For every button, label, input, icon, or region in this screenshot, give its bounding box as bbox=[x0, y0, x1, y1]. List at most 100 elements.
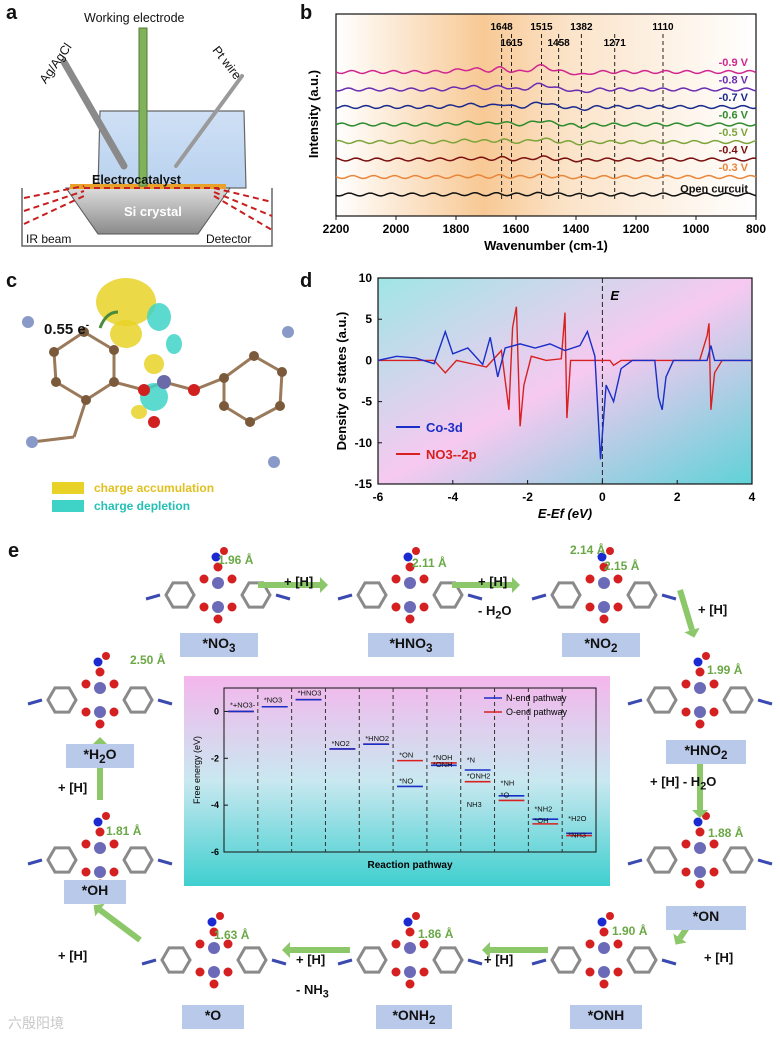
oxygen-atom bbox=[81, 707, 91, 717]
charge-transfer-value: 0.55 e bbox=[44, 321, 86, 338]
cobalt-atom bbox=[404, 966, 416, 978]
state-label: *ON bbox=[399, 751, 413, 760]
dist-no2-a: 2.14 Å bbox=[570, 543, 606, 557]
adsorbate-o bbox=[606, 912, 614, 920]
step-o-oh: + [H] bbox=[58, 948, 88, 963]
step-on-onh: + [H] bbox=[704, 950, 734, 965]
amine-bond bbox=[157, 858, 173, 866]
pathway-arrow-head bbox=[684, 627, 700, 638]
state-label: *NH2 bbox=[534, 805, 552, 814]
pathway-arrow-head bbox=[673, 933, 687, 945]
cobalt-atom bbox=[94, 682, 106, 694]
ftir-series-line bbox=[335, 82, 757, 94]
phenyl-ring bbox=[122, 686, 154, 714]
cobalt-atom bbox=[404, 601, 416, 613]
y-axis-title: Intensity (a.u.) bbox=[306, 70, 321, 158]
cobalt-atom bbox=[208, 966, 220, 978]
label-hno3: *HNO3 bbox=[368, 633, 454, 657]
phenyl-ring bbox=[550, 946, 582, 974]
y-tick-label: -5 bbox=[361, 395, 372, 409]
y-tick-label: 0 bbox=[214, 706, 219, 716]
state-label: *NH3 bbox=[568, 830, 586, 839]
oxygen-atom bbox=[613, 939, 623, 949]
phenyl-ring bbox=[626, 581, 658, 609]
phenyl-ring bbox=[236, 946, 268, 974]
amine-bond bbox=[627, 858, 643, 866]
cobalt-atom bbox=[404, 942, 416, 954]
peak-label: 1648 bbox=[490, 22, 513, 33]
ftir-series-label: -0.9 V bbox=[719, 57, 749, 69]
oxygen-atom bbox=[613, 602, 623, 612]
step-onh2-o: + [H] bbox=[296, 952, 326, 967]
pathway-arrow-head bbox=[512, 577, 520, 593]
oxygen-atom bbox=[695, 667, 705, 677]
label-ag-agcl: Ag/AgCl bbox=[37, 40, 75, 86]
cobalt-atom bbox=[404, 577, 416, 589]
x-tick-label: 1000 bbox=[683, 222, 710, 236]
panel-a-letter: a bbox=[6, 2, 18, 24]
cobalt-atom bbox=[598, 966, 610, 978]
inset-y-axis-title: Free energy (eV) bbox=[192, 736, 202, 804]
cobalt-atom bbox=[598, 942, 610, 954]
adsorbate-n bbox=[693, 817, 703, 827]
adsorbate-o bbox=[412, 912, 420, 920]
oxygen-atom bbox=[613, 967, 623, 977]
state-label: *O bbox=[501, 790, 510, 799]
x-tick-label: -4 bbox=[447, 490, 458, 504]
molecule-7 bbox=[141, 912, 287, 989]
phenyl-ring bbox=[164, 581, 196, 609]
phenyl-ring bbox=[432, 946, 464, 974]
oxygen-atom bbox=[391, 602, 401, 612]
watermark: 六殷阳境 bbox=[8, 1015, 64, 1031]
oxygen-atom bbox=[213, 614, 223, 624]
label-ir-beam: IR beam bbox=[26, 232, 71, 246]
dos-chart: -6-4-20241050-5-10-15EfCo-3dNO3--2pE-Ef … bbox=[334, 271, 756, 520]
x-tick-label: -2 bbox=[522, 490, 533, 504]
oxygen-atom bbox=[223, 967, 233, 977]
label-detector: Detector bbox=[206, 232, 251, 246]
label-o: *O bbox=[182, 1005, 244, 1029]
pathway-arrow-head bbox=[92, 737, 108, 745]
legend-o-end-label: O-end pathway bbox=[506, 707, 568, 717]
oxygen-atom bbox=[391, 574, 401, 584]
cobalt-atom bbox=[212, 577, 224, 589]
oxygen-atom bbox=[695, 879, 705, 889]
svg-text:0.55 e-: 0.55 e- bbox=[44, 320, 89, 338]
phenyl-ring bbox=[356, 581, 388, 609]
x-tick-label: 1200 bbox=[623, 222, 650, 236]
pathway-arrow-head bbox=[320, 577, 328, 593]
pathway-arrow-head bbox=[282, 942, 290, 958]
molecule-4 bbox=[627, 812, 773, 889]
molecule-9 bbox=[27, 652, 173, 729]
x-axis-title: Wavenumber (cm-1) bbox=[484, 238, 608, 253]
adsorbate-n bbox=[597, 552, 607, 562]
phenyl-ring bbox=[722, 686, 754, 714]
phenyl-ring bbox=[550, 581, 582, 609]
working-electrode-rod bbox=[138, 27, 148, 187]
x-tick-label: 2200 bbox=[323, 222, 350, 236]
oxygen-atom bbox=[405, 614, 415, 624]
amine-bond bbox=[275, 593, 291, 601]
oxygen-atom bbox=[81, 679, 91, 689]
adsorbate-n bbox=[207, 917, 217, 927]
amine-bond bbox=[531, 958, 547, 966]
oxygen-atom bbox=[599, 614, 609, 624]
x-tick-label: -6 bbox=[373, 490, 384, 504]
label-h2o: *H2O bbox=[66, 744, 134, 768]
state-label: *+NO3- bbox=[230, 700, 256, 709]
dos-plot-area bbox=[377, 277, 753, 485]
ftir-series-line bbox=[335, 101, 757, 112]
x-tick-label: 800 bbox=[746, 222, 766, 236]
oxygen-atom bbox=[391, 939, 401, 949]
oxygen-atom bbox=[681, 707, 691, 717]
oxygen-atom bbox=[419, 967, 429, 977]
step-hno2-on: + [H] - H2O bbox=[650, 774, 717, 793]
ftir-series-line bbox=[335, 173, 757, 180]
oxygen-atom bbox=[709, 839, 719, 849]
label-oh: *OH bbox=[64, 880, 126, 904]
amine-bond bbox=[145, 593, 161, 601]
adsorbate-n bbox=[93, 657, 103, 667]
cobalt-atom bbox=[94, 706, 106, 718]
ftir-series-label: -0.5 V bbox=[719, 127, 749, 139]
adsorbate-n bbox=[93, 817, 103, 827]
